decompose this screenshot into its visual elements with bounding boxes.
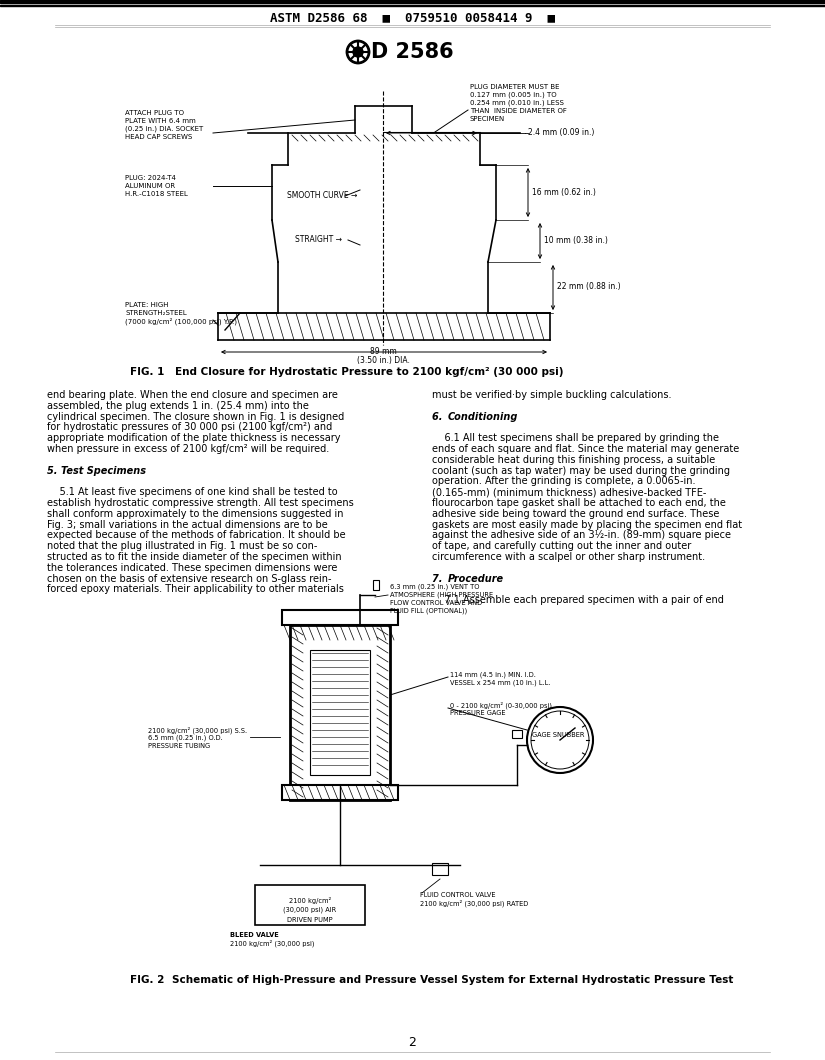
Text: considerable heat during this finishing process, a suitable: considerable heat during this finishing … <box>432 455 715 464</box>
Text: FIG. 2: FIG. 2 <box>130 975 172 985</box>
Text: 2: 2 <box>408 1036 416 1048</box>
Text: ATTACH PLUG TO: ATTACH PLUG TO <box>125 110 184 116</box>
Text: DRIVEN PUMP: DRIVEN PUMP <box>287 917 332 923</box>
Text: assembled, the plug extends 1 in. (25.4 mm) into the: assembled, the plug extends 1 in. (25.4 … <box>47 401 309 411</box>
Bar <box>0 0 825 3</box>
Text: cylindrical specimen. The closure shown in Fig. 1 is designed: cylindrical specimen. The closure shown … <box>47 411 344 422</box>
Circle shape <box>527 707 593 773</box>
Text: 6.5 mm (0.25 in.) O.D.: 6.5 mm (0.25 in.) O.D. <box>148 735 223 741</box>
Text: when pressure in excess of 2100 kgf/cm² will be required.: when pressure in excess of 2100 kgf/cm² … <box>47 444 329 454</box>
Text: 6.: 6. <box>432 411 446 422</box>
Text: H.R.-C1018 STEEL: H.R.-C1018 STEEL <box>125 191 188 197</box>
Text: ALUMINUM OR: ALUMINUM OR <box>125 183 175 189</box>
Text: (0.25 in.) DIA. SOCKET: (0.25 in.) DIA. SOCKET <box>125 126 203 132</box>
Text: FLUID FILL (OPTIONAL)): FLUID FILL (OPTIONAL)) <box>390 607 467 614</box>
Text: FLUID CONTROL VALVE: FLUID CONTROL VALVE <box>420 893 496 898</box>
Text: circumference with a scalpel or other sharp instrument.: circumference with a scalpel or other sh… <box>432 552 705 562</box>
Text: establish hydrostatic compressive strength. All test specimens: establish hydrostatic compressive streng… <box>47 498 354 508</box>
Text: 2100 kg/cm²: 2100 kg/cm² <box>289 897 331 903</box>
Circle shape <box>353 47 363 57</box>
Text: BLEED VALVE: BLEED VALVE <box>230 932 279 938</box>
Bar <box>282 610 398 625</box>
Text: FLOW CONTROL VALVE AND: FLOW CONTROL VALVE AND <box>390 600 482 606</box>
Text: ASTM D2586 68  ■  0759510 0058414 9  ■: ASTM D2586 68 ■ 0759510 0058414 9 ■ <box>270 12 554 24</box>
Text: Conditioning: Conditioning <box>448 411 518 422</box>
Bar <box>512 730 522 738</box>
Text: 114 mm (4.5 in.) MIN. I.D.: 114 mm (4.5 in.) MIN. I.D. <box>450 672 536 678</box>
Text: (0.165-mm) (minimum thickness) adhesive-backed TFE-: (0.165-mm) (minimum thickness) adhesive-… <box>432 488 706 497</box>
Text: for hydrostatic pressures of 30 000 psi (2100 kgf/cm²) and: for hydrostatic pressures of 30 000 psi … <box>47 422 332 432</box>
Text: end bearing plate. When the end closure and specimen are: end bearing plate. When the end closure … <box>47 390 338 400</box>
Bar <box>290 625 390 800</box>
Text: PLUG DIAMETER MUST BE: PLUG DIAMETER MUST BE <box>470 84 559 90</box>
Text: (7000 kg/cm² (100,000 psi) Y.P.): (7000 kg/cm² (100,000 psi) Y.P.) <box>125 317 237 324</box>
Bar <box>310 650 370 775</box>
Text: noted that the plug illustrated in Fig. 1 must be so con-: noted that the plug illustrated in Fig. … <box>47 542 318 551</box>
Text: 5.1 At least five specimens of one kind shall be tested to: 5.1 At least five specimens of one kind … <box>47 488 337 497</box>
Text: 6.3 mm (0.25 in.) VENT TO: 6.3 mm (0.25 in.) VENT TO <box>390 584 479 590</box>
Text: of tape, and carefully cutting out the inner and outer: of tape, and carefully cutting out the i… <box>432 542 691 551</box>
Text: 2100 kg/cm² (30,000 psi) S.S.: 2100 kg/cm² (30,000 psi) S.S. <box>148 726 248 734</box>
Text: Procedure: Procedure <box>448 573 504 584</box>
Text: forced epoxy materials. Their applicability to other materials: forced epoxy materials. Their applicabil… <box>47 584 344 595</box>
Bar <box>255 885 365 925</box>
Text: must be verified·by simple buckling calculations.: must be verified·by simple buckling calc… <box>432 390 672 400</box>
Text: SMOOTH CURVE →: SMOOTH CURVE → <box>287 192 357 200</box>
Text: (3.50 in.) DIA.: (3.50 in.) DIA. <box>356 355 409 365</box>
Text: (30,000 psi) AIR: (30,000 psi) AIR <box>283 906 337 914</box>
Text: appropriate modification of the plate thickness is necessary: appropriate modification of the plate th… <box>47 434 341 443</box>
Text: ends of each square and flat. Since the material may generate: ends of each square and flat. Since the … <box>432 444 739 454</box>
Text: gaskets are most easily made by placing the specimen end flat: gaskets are most easily made by placing … <box>432 519 742 530</box>
Text: flourocarbon tape gasket shall be attached to each end, the: flourocarbon tape gasket shall be attach… <box>432 498 726 508</box>
Text: STRENGTH₂STEEL: STRENGTH₂STEEL <box>125 310 186 316</box>
Bar <box>305 630 375 795</box>
Text: 22 mm (0.88 in.): 22 mm (0.88 in.) <box>557 283 620 292</box>
Text: GAGE SNUBBER: GAGE SNUBBER <box>532 732 584 738</box>
Text: PLUG: 2024-T4: PLUG: 2024-T4 <box>125 175 176 181</box>
Text: VESSEL x 254 mm (10 in.) L.L.: VESSEL x 254 mm (10 in.) L.L. <box>450 679 550 686</box>
Bar <box>282 785 398 800</box>
Text: 2100 kg/cm² (30,000 psi): 2100 kg/cm² (30,000 psi) <box>230 939 314 947</box>
Text: against the adhesive side of an 3½-in. (89-mm) square piece: against the adhesive side of an 3½-in. (… <box>432 530 731 541</box>
Text: STRAIGHT →: STRAIGHT → <box>295 235 342 245</box>
Text: 0 - 2100 kg/cm² (0-30,000 psi): 0 - 2100 kg/cm² (0-30,000 psi) <box>450 702 552 709</box>
Text: expected because of the methods of fabrication. It should be: expected because of the methods of fabri… <box>47 530 346 541</box>
Text: operation. After the grinding is complete, a 0.0065-in.: operation. After the grinding is complet… <box>432 476 695 487</box>
Text: PRESSURE GAGE: PRESSURE GAGE <box>450 710 506 716</box>
Text: 5.: 5. <box>47 465 61 476</box>
Text: 0.254 mm (0.010 in.) LESS: 0.254 mm (0.010 in.) LESS <box>470 100 563 106</box>
Bar <box>432 863 448 874</box>
Text: PRESSURE TUBING: PRESSURE TUBING <box>148 743 210 749</box>
Text: PLATE WITH 6.4 mm: PLATE WITH 6.4 mm <box>125 118 196 124</box>
Text: Test Specimens: Test Specimens <box>61 465 146 476</box>
Text: coolant (such as tap water) may be used during the grinding: coolant (such as tap water) may be used … <box>432 465 730 476</box>
Text: the tolerances indicated. These specimen dimensions were: the tolerances indicated. These specimen… <box>47 563 337 572</box>
Text: 7.1 Assemble each prepared specimen with a pair of end: 7.1 Assemble each prepared specimen with… <box>432 596 724 605</box>
Text: D 2586: D 2586 <box>370 42 453 61</box>
Text: 2100 kg/cm² (30,000 psi) RATED: 2100 kg/cm² (30,000 psi) RATED <box>420 899 528 906</box>
Text: 6.1 All test specimens shall be prepared by grinding the: 6.1 All test specimens shall be prepared… <box>432 434 719 443</box>
Text: 89 mm: 89 mm <box>370 348 396 356</box>
Text: 0.127 mm (0.005 in.) TO: 0.127 mm (0.005 in.) TO <box>470 92 557 99</box>
Text: PLATE: HIGH: PLATE: HIGH <box>125 302 168 308</box>
Text: FIG. 1: FIG. 1 <box>130 367 172 377</box>
Text: shall conform approximately to the dimensions suggested in: shall conform approximately to the dimen… <box>47 509 343 518</box>
Text: 16 mm (0.62 in.): 16 mm (0.62 in.) <box>532 188 596 196</box>
Text: SPECIMEN: SPECIMEN <box>470 116 505 122</box>
Text: Schematic of High-Pressure and Pressure Vessel System for External Hydrostatic P: Schematic of High-Pressure and Pressure … <box>172 975 733 985</box>
Text: Fig. 3; small variations in the actual dimensions are to be: Fig. 3; small variations in the actual d… <box>47 519 328 530</box>
Text: THAN  INSIDE DIAMETER OF: THAN INSIDE DIAMETER OF <box>470 108 567 114</box>
Text: chosen on the basis of extensive research on S-glass rein-: chosen on the basis of extensive researc… <box>47 573 332 584</box>
Text: 2.4 mm (0.09 in.): 2.4 mm (0.09 in.) <box>528 128 594 138</box>
Text: HEAD CAP SCREWS: HEAD CAP SCREWS <box>125 134 192 140</box>
Text: structed as to fit the inside diameter of the specimen within: structed as to fit the inside diameter o… <box>47 552 342 562</box>
Text: ATMOSPHERE (HIGH PRESSURE: ATMOSPHERE (HIGH PRESSURE <box>390 591 493 598</box>
Text: adhesive side being toward the ground end surface. These: adhesive side being toward the ground en… <box>432 509 719 518</box>
Text: End Closure for Hydrostatic Pressure to 2100 kgf/cm² (30 000 psi): End Closure for Hydrostatic Pressure to … <box>175 367 563 377</box>
Text: 7.: 7. <box>432 573 446 584</box>
Text: 10 mm (0.38 in.): 10 mm (0.38 in.) <box>544 236 608 246</box>
Bar <box>373 580 379 590</box>
